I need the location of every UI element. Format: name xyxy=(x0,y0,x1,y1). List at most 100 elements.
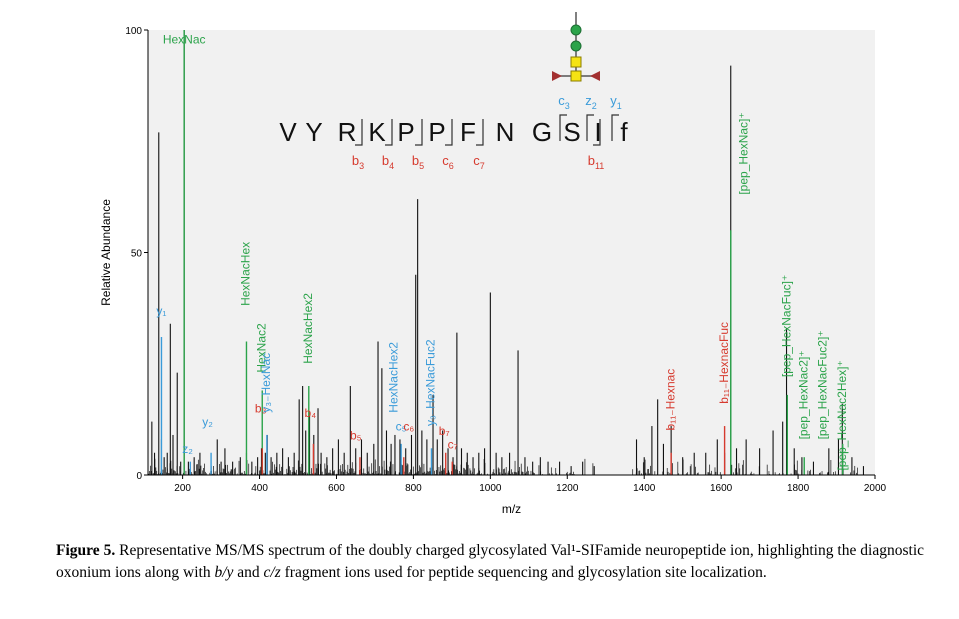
peak-annotation: b₄ xyxy=(305,406,317,420)
sequence-residue: F xyxy=(460,117,476,147)
sequence-residue: P xyxy=(397,117,414,147)
fragment-index: 2 xyxy=(592,101,597,111)
b-fragment-label: b5 xyxy=(412,153,424,171)
fragment-index: 3 xyxy=(359,161,364,171)
y-axis-title: Relative Abundance xyxy=(99,199,113,306)
peak-annotation: b₁₁₋HexnacFuc xyxy=(717,322,731,404)
top-fragment-label: z2 xyxy=(585,93,597,111)
fragment-letter: c xyxy=(558,93,565,108)
top-cleavage-bracket xyxy=(611,114,619,141)
b-cleavage-bracket xyxy=(385,119,393,146)
b-fragment-label: c7 xyxy=(473,153,485,171)
fragment-letter: b xyxy=(382,153,389,168)
fragment-index: 5 xyxy=(419,161,424,171)
x-tick-label: 1200 xyxy=(556,483,579,494)
sequence-residue: V xyxy=(279,117,297,147)
y-tick-label: 0 xyxy=(136,471,142,482)
sequence-residue: P xyxy=(428,117,445,147)
y-tick-label: 50 xyxy=(131,249,143,260)
x-tick-label: 400 xyxy=(251,483,268,494)
b-cleavage-bracket xyxy=(355,119,363,146)
plot-background xyxy=(148,30,875,475)
peak-annotation: HexNacHex xyxy=(239,242,253,306)
peak-annotation: y₃₋HexNac xyxy=(259,353,273,413)
highlighted-peaks-layer xyxy=(160,30,844,475)
b-fragment-label: b11 xyxy=(588,153,605,171)
x-tick-label: 1000 xyxy=(479,483,502,494)
b-fragment-label: b3 xyxy=(352,153,364,171)
peak-annotation: [pep_HexNac]⁺ xyxy=(736,112,750,194)
fragment-index: 3 xyxy=(565,101,570,111)
caption-text-3: fragment ions used for peptide sequencin… xyxy=(280,564,767,581)
x-tick-label: 800 xyxy=(405,483,422,494)
sequence-residue: N xyxy=(496,117,515,147)
top-cleavage-bracket xyxy=(559,114,567,141)
caption-text-2: and xyxy=(233,564,264,581)
sequence-residue: R xyxy=(338,117,357,147)
top-cleavage-bracket xyxy=(586,114,594,141)
peak-annotation: b₅ xyxy=(350,428,362,442)
x-tick-label: 2000 xyxy=(864,483,887,494)
fragment-letter: b xyxy=(352,153,359,168)
b-cleavage-bracket xyxy=(415,119,423,146)
peak-annotation: b₇ xyxy=(439,424,450,438)
peak-annotation: b₃ xyxy=(255,402,267,416)
b-cleavage-bracket xyxy=(593,119,601,146)
fragment-letter: b xyxy=(588,153,595,168)
peak-annotation: HexNac2 xyxy=(254,323,268,373)
fragment-index: 4 xyxy=(389,161,394,171)
glycan-structure-icon xyxy=(552,12,600,82)
caption-text-1: Representative MS/MS spectrum of the dou… xyxy=(56,542,925,581)
peak-annotation: c₆ xyxy=(403,420,414,434)
fragment-index: 11 xyxy=(595,161,604,171)
fragment-index: 6 xyxy=(449,161,454,171)
sequence-residue: G xyxy=(532,117,552,147)
fragment-letter: y xyxy=(610,93,617,108)
peak-annotation: y₂ xyxy=(202,415,213,429)
figure-caption: Figure 5. Representative MS/MS spectrum … xyxy=(56,540,924,584)
b-cleavage-bracket xyxy=(476,119,484,146)
b-fragment-label: b4 xyxy=(382,153,394,171)
sequence-residue: Y xyxy=(305,117,322,147)
plot-area xyxy=(148,30,875,475)
caption-italic-cz: c/z xyxy=(263,564,281,581)
figure-label: Figure 5. xyxy=(56,542,116,559)
fragment-letter: b xyxy=(412,153,419,168)
peak-annotation: c₇ xyxy=(448,437,458,451)
peak-annotation: b₁₁₋Hexnac xyxy=(663,369,677,431)
y-tick-label: 100 xyxy=(125,26,142,37)
x-tick-label: 1600 xyxy=(710,483,733,494)
x-tick-label: 600 xyxy=(328,483,345,494)
peak-annotation: HexNac xyxy=(163,32,206,46)
axes-layer: 200 400 600 800 1000 1200 1400 1600 1800 2000 0 50 1… xyxy=(99,26,887,516)
sequence-residue: I xyxy=(594,117,601,147)
peak-annotation: HexNacHex2 xyxy=(301,293,315,364)
peak-annotation: [pep_HexNac2]⁺ xyxy=(796,350,810,439)
peak-annotation: z₂ xyxy=(182,442,193,456)
fragment-letter: z xyxy=(585,93,592,108)
peak-annotation: y₁ xyxy=(156,304,166,318)
x-tick-label: 1400 xyxy=(633,483,656,494)
sequence-residue: f xyxy=(620,117,628,147)
sequence-residue: K xyxy=(368,117,386,147)
sequence-residue: S xyxy=(563,117,580,147)
peak-annotation: y₃₋HexNacFuc2 xyxy=(424,339,438,426)
fragment-letter: c xyxy=(442,153,449,168)
x-axis-title: m/z xyxy=(502,502,521,516)
caption-italic-by: b/y xyxy=(214,564,234,581)
top-fragment-label: c3 xyxy=(558,93,570,111)
peak-annotation: HexNacHex2 xyxy=(386,342,400,413)
fragment-letter: c xyxy=(473,153,480,168)
peak-annotation: c₅ xyxy=(396,420,407,434)
top-fragment-label: y1 xyxy=(610,93,622,111)
spectrum-chart: 200 400 600 800 1000 1200 1400 1600 1800 2000 0 50 1… xyxy=(99,12,887,516)
x-tick-label: 200 xyxy=(174,483,191,494)
fragment-index: 7 xyxy=(480,161,485,171)
fragment-index: 1 xyxy=(617,101,622,111)
b-fragment-label: c6 xyxy=(442,153,454,171)
x-tick-label: 1800 xyxy=(787,483,810,494)
peak-annotation: [pep_HexNacFuc]⁺ xyxy=(779,275,793,377)
peak-annotation: [pep_HexNac2Hex]⁺ xyxy=(835,360,849,470)
